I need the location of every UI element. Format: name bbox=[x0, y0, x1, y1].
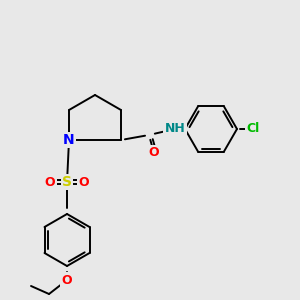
Text: N: N bbox=[63, 133, 75, 147]
Text: O: O bbox=[45, 176, 55, 188]
Text: Cl: Cl bbox=[246, 122, 260, 136]
Text: NH: NH bbox=[165, 122, 185, 136]
Text: S: S bbox=[62, 175, 72, 189]
Text: O: O bbox=[62, 274, 72, 286]
Text: O: O bbox=[149, 146, 159, 160]
Text: O: O bbox=[79, 176, 89, 188]
